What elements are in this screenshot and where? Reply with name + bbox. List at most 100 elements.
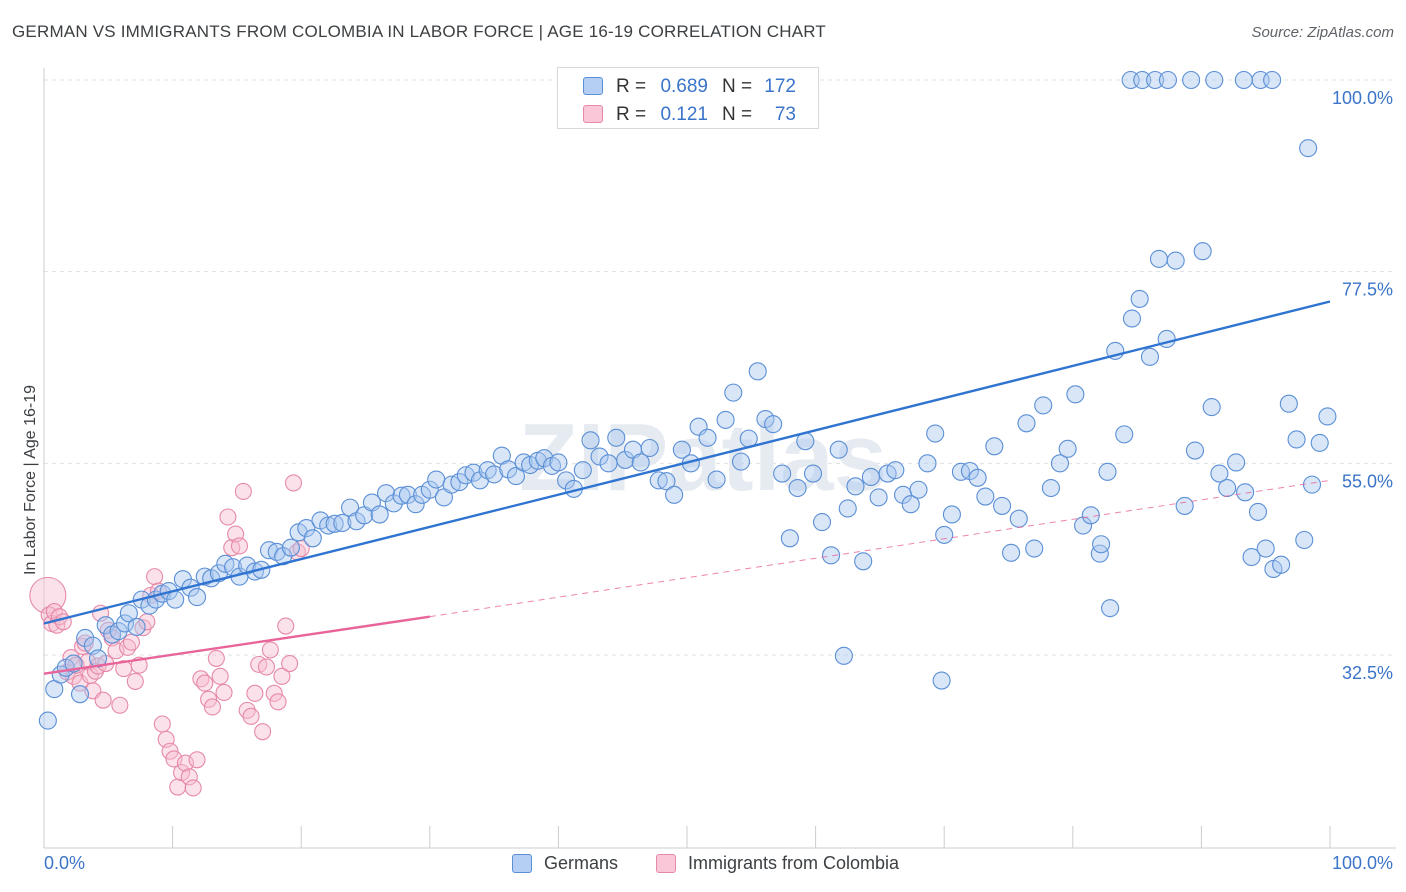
germans-point	[1066, 385, 1085, 404]
x-tick-label: 100.0%	[1332, 853, 1393, 873]
germans-point	[1130, 289, 1149, 308]
germans-point	[1242, 547, 1261, 567]
germans-point	[869, 488, 888, 507]
colombia-point	[230, 537, 249, 555]
germans-point	[716, 410, 735, 429]
germans-point	[370, 505, 389, 524]
germans-point	[464, 463, 483, 482]
colombia-point	[215, 683, 233, 702]
germans-point	[1227, 453, 1246, 472]
series-legend: Germans Immigrants from Colombia	[0, 852, 1406, 878]
germans-point	[886, 461, 905, 480]
germans-point	[935, 525, 954, 544]
colombia-point	[188, 751, 206, 769]
germans-point	[1017, 414, 1036, 433]
germans-point	[1248, 502, 1268, 521]
y-tick-label: 55.0%	[1342, 471, 1393, 491]
germans-point	[406, 495, 425, 514]
germans-point	[127, 617, 146, 636]
germans-point	[1090, 544, 1109, 563]
germans-point	[861, 467, 880, 487]
colombia-point	[257, 658, 276, 676]
y-tick-label: 100.0%	[1332, 88, 1393, 108]
germans-point	[384, 494, 403, 513]
colombia-point	[184, 779, 202, 797]
germans-point	[1299, 139, 1318, 158]
germans-point	[1318, 407, 1337, 426]
colombia-trend-extension	[429, 479, 1331, 618]
germans-point	[1166, 251, 1185, 270]
germans-point	[319, 516, 338, 535]
colombia-point	[180, 768, 198, 786]
colombia-point	[234, 482, 252, 500]
germans-point	[993, 496, 1012, 515]
germans-point	[1050, 454, 1069, 473]
germans-point	[631, 453, 650, 472]
axes	[43, 68, 1396, 849]
germans-point	[1098, 462, 1117, 481]
colombia-point	[153, 715, 171, 733]
germans-point	[649, 471, 668, 490]
germans-point	[640, 438, 659, 458]
r-value: 0.121	[660, 104, 708, 125]
trend-lines	[43, 300, 1331, 675]
chart-title: GERMAN VS IMMIGRANTS FROM COLOMBIA IN LA…	[12, 22, 826, 41]
germans-trend-line	[43, 300, 1331, 625]
germans-point	[1310, 433, 1329, 452]
germans-point	[616, 450, 635, 469]
germans-point	[976, 487, 995, 506]
colombia-point	[122, 633, 140, 651]
colombia-point	[94, 691, 112, 709]
germans-point	[187, 588, 207, 607]
germans-point	[788, 478, 807, 498]
germans-point	[506, 467, 526, 486]
germans-point	[297, 519, 316, 538]
germans-point	[392, 486, 411, 505]
colombia-point	[126, 672, 144, 690]
germans-point	[1101, 599, 1120, 618]
colombia-point	[111, 696, 129, 714]
germans-point	[599, 454, 618, 473]
germans-point	[821, 546, 841, 565]
germans-point	[812, 513, 832, 532]
germans-swatch	[512, 854, 532, 873]
germans-point	[1025, 539, 1044, 558]
germans-point	[1115, 425, 1134, 444]
colombia-point	[219, 508, 237, 526]
germans-point	[764, 415, 783, 434]
germans-point	[398, 485, 417, 504]
germans-point	[1236, 483, 1255, 502]
colombia-point	[203, 698, 222, 716]
germans-point	[1041, 478, 1060, 498]
r-label: R =	[616, 104, 647, 125]
germans-point	[1279, 394, 1298, 413]
germans-point	[1058, 439, 1077, 458]
colombia-trend-line	[43, 615, 430, 675]
germans-point	[918, 454, 937, 473]
colombia-point	[269, 693, 287, 711]
germans-point	[1302, 475, 1322, 494]
germans-point	[854, 552, 873, 571]
tick-labels: 100.0% 77.5% 55.0% 32.5% 0.0% 100.0%	[44, 88, 1393, 873]
colombia-point	[246, 684, 264, 702]
colombia-swatch	[583, 105, 603, 123]
germans-point	[968, 468, 987, 487]
y-tick-label: 32.5%	[1342, 663, 1393, 683]
germans-point	[70, 685, 90, 704]
germans-point	[1149, 249, 1169, 268]
germans-point	[1205, 70, 1224, 90]
colombia-point	[207, 649, 225, 667]
stats-legend: R = 0.689 N = 172 R = 0.121 N = 73	[557, 67, 819, 129]
germans-point	[803, 464, 823, 483]
germans-points	[38, 70, 1337, 730]
colombia-point	[265, 684, 283, 702]
germans-swatch	[583, 77, 603, 95]
germans-point	[590, 447, 609, 466]
germans-point	[1263, 70, 1282, 90]
colombia-point	[146, 568, 164, 586]
germans-point	[1193, 242, 1212, 261]
r-label: R =	[616, 76, 647, 97]
germans-point	[985, 437, 1004, 456]
colombia-point	[277, 617, 295, 635]
